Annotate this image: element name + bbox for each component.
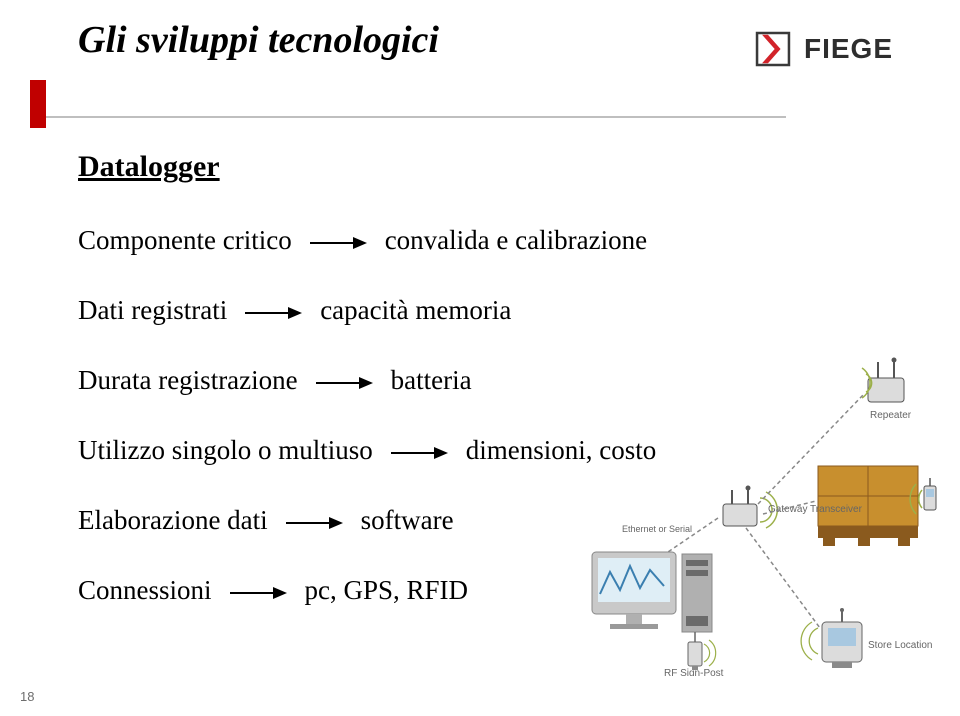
logo-chevron-icon xyxy=(752,28,794,70)
row-lhs: Durata registrazione xyxy=(78,365,298,396)
svg-text:Gateway Transceiver: Gateway Transceiver xyxy=(768,504,863,515)
arrow-icon xyxy=(230,575,287,606)
section-subtitle: Datalogger xyxy=(78,150,220,184)
content-row: Componente critico convalida e calibrazio… xyxy=(78,225,647,256)
arrow-icon xyxy=(310,225,367,256)
svg-text:Store Location: Store Location xyxy=(868,640,933,651)
svg-text:Ethernet or Serial: Ethernet or Serial xyxy=(622,524,692,534)
page-number: 18 xyxy=(20,689,34,704)
content-row: Elaborazione dati software xyxy=(78,505,454,536)
row-lhs: Connessioni xyxy=(78,575,212,606)
brand-logo: FIEGE xyxy=(752,24,932,74)
row-lhs: Componente critico xyxy=(78,225,292,256)
content-row: Durata registrazione batteria xyxy=(78,365,472,396)
row-rhs: batteria xyxy=(391,365,472,396)
row-rhs: pc, GPS, RFID xyxy=(305,575,469,606)
arrow-icon xyxy=(316,365,373,396)
svg-text:Repeater: Repeater xyxy=(870,410,912,421)
accent-bar xyxy=(30,80,46,128)
row-rhs: convalida e calibrazione xyxy=(385,225,647,256)
row-rhs: capacità memoria xyxy=(320,295,511,326)
slide-title: Gli sviluppi tecnologici xyxy=(78,18,439,62)
row-rhs: software xyxy=(361,505,454,536)
row-lhs: Utilizzo singolo o multiuso xyxy=(78,435,373,466)
arrow-icon xyxy=(245,295,302,326)
svg-text:RF Sign-Post: RF Sign-Post xyxy=(664,668,724,676)
content-row: Connessioni pc, GPS, RFID xyxy=(78,575,468,606)
divider-line xyxy=(46,116,786,118)
content-row: Dati registrati capacità memoria xyxy=(78,295,511,326)
row-lhs: Elaborazione dati xyxy=(78,505,268,536)
network-illustration: Repeater xyxy=(568,356,938,676)
arrow-icon xyxy=(286,505,343,536)
logo-text: FIEGE xyxy=(804,33,893,65)
arrow-icon xyxy=(391,435,448,466)
row-lhs: Dati registrati xyxy=(78,295,227,326)
